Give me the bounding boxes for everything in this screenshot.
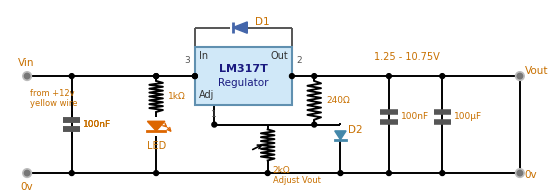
Text: Regulator: Regulator xyxy=(218,78,268,88)
Circle shape xyxy=(212,122,217,127)
Circle shape xyxy=(312,74,317,79)
Text: LM317T: LM317T xyxy=(219,64,268,74)
Circle shape xyxy=(517,73,522,79)
Text: 1: 1 xyxy=(212,110,217,119)
Circle shape xyxy=(193,74,197,79)
Text: Adjust Vout: Adjust Vout xyxy=(272,176,320,185)
Text: 2kΩ: 2kΩ xyxy=(272,166,290,175)
Circle shape xyxy=(154,74,159,79)
Text: from +12v: from +12v xyxy=(30,89,75,98)
Circle shape xyxy=(69,74,74,79)
Text: 1kΩ: 1kΩ xyxy=(168,92,185,101)
Circle shape xyxy=(23,169,32,177)
Circle shape xyxy=(154,74,159,79)
Text: D1: D1 xyxy=(255,17,270,27)
Text: 100nF: 100nF xyxy=(400,112,429,121)
Circle shape xyxy=(338,171,343,176)
Text: 100nF: 100nF xyxy=(84,120,111,129)
Polygon shape xyxy=(233,22,247,33)
Circle shape xyxy=(440,171,444,176)
Text: Out: Out xyxy=(270,51,288,61)
Text: LED: LED xyxy=(148,141,167,151)
Circle shape xyxy=(516,169,524,177)
Circle shape xyxy=(440,74,444,79)
Text: In: In xyxy=(199,51,208,61)
Text: 100μF: 100μF xyxy=(454,112,482,121)
Circle shape xyxy=(265,171,270,176)
Text: Vout: Vout xyxy=(525,66,548,76)
Circle shape xyxy=(23,72,32,81)
Circle shape xyxy=(154,171,159,176)
Text: D2: D2 xyxy=(348,125,363,135)
Polygon shape xyxy=(148,121,165,131)
Text: Vin: Vin xyxy=(18,58,35,68)
Circle shape xyxy=(312,122,317,127)
Circle shape xyxy=(290,74,294,79)
Text: 1.25 - 10.75V: 1.25 - 10.75V xyxy=(374,52,440,62)
Circle shape xyxy=(516,72,524,81)
Bar xyxy=(195,47,292,105)
Text: 100nF: 100nF xyxy=(84,120,111,129)
Circle shape xyxy=(25,73,30,79)
Text: 3: 3 xyxy=(184,56,190,65)
Text: Adj: Adj xyxy=(199,90,214,100)
Text: 240Ω: 240Ω xyxy=(326,96,350,105)
Text: 0v: 0v xyxy=(525,170,538,180)
Circle shape xyxy=(193,74,197,79)
Text: 2: 2 xyxy=(297,56,302,65)
Circle shape xyxy=(25,170,30,176)
Text: yellow wire: yellow wire xyxy=(30,99,77,108)
Polygon shape xyxy=(335,131,346,140)
Text: 0v: 0v xyxy=(21,182,33,192)
Circle shape xyxy=(517,170,522,176)
Circle shape xyxy=(387,74,392,79)
Text: 100nF: 100nF xyxy=(84,120,111,129)
Circle shape xyxy=(69,171,74,176)
Circle shape xyxy=(387,171,392,176)
